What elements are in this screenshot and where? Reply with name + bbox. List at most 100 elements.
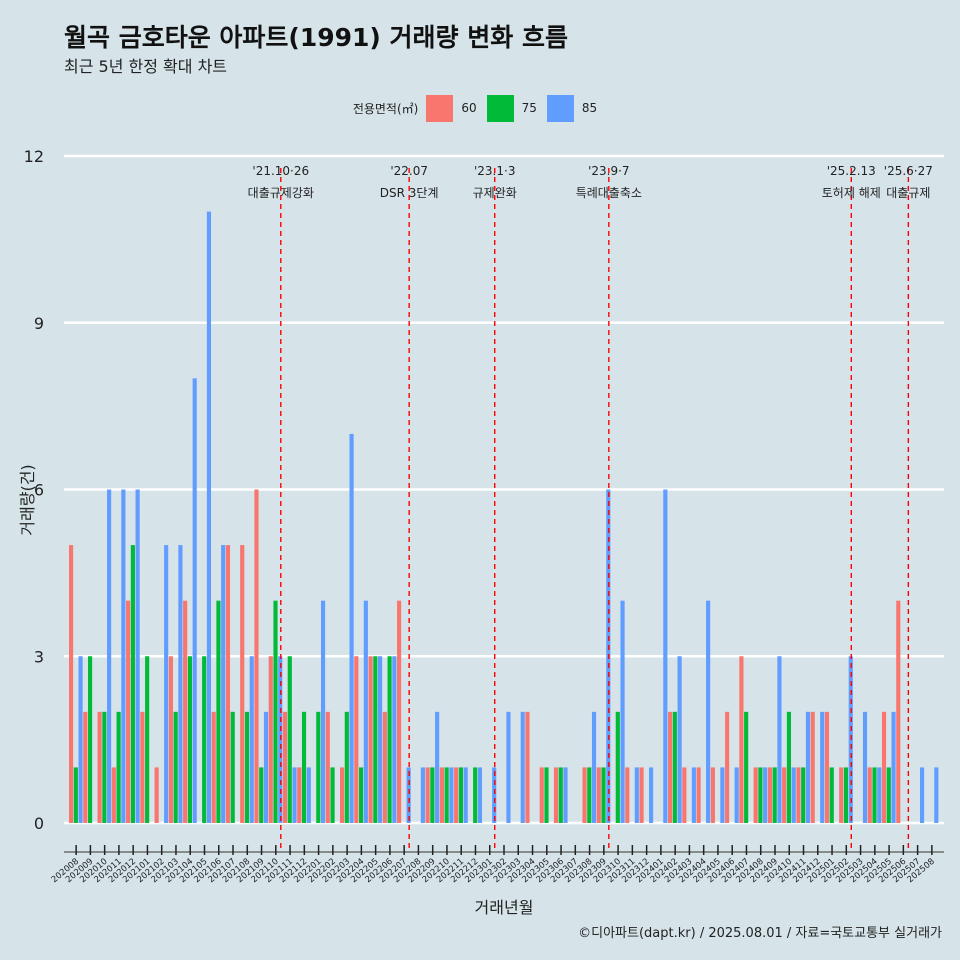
bar-85-202008 [78, 656, 83, 823]
bar-75-202407 [744, 711, 749, 823]
bar-85-202302 [506, 711, 511, 823]
bar-60-202404 [696, 767, 701, 823]
bar-60-202410 [782, 767, 787, 823]
bar-85-202402 [677, 656, 682, 823]
bar-85-202108 [249, 656, 254, 823]
bar-75-202212 [473, 767, 478, 823]
bar-60-202103 [168, 656, 173, 823]
bar-85-202209 [435, 711, 440, 823]
bar-60-202504 [867, 767, 872, 823]
bar-85-202507 [919, 767, 925, 823]
bar-85-202010 [107, 489, 112, 823]
bar-85-202311 [634, 767, 639, 823]
bar-85-202207 [406, 767, 411, 823]
bar-85-202303 [520, 711, 525, 823]
bar-85-202410 [791, 767, 796, 823]
bar-75-202210 [444, 767, 449, 823]
bar-60-202205 [368, 656, 373, 823]
bar-85-202011 [121, 489, 126, 823]
bar-60-202206 [382, 711, 387, 823]
bar-60-202406 [725, 711, 730, 823]
bar-85-202212 [477, 767, 483, 823]
bar-75-202011 [116, 711, 121, 823]
bar-60-202407 [739, 656, 744, 823]
bar-75-202106 [216, 600, 221, 823]
bar-75-202109 [259, 767, 264, 823]
x-axis-title: 거래년월 [475, 898, 534, 917]
bar-85-202301 [492, 767, 497, 823]
y-tick-label-12: 12 [24, 147, 44, 166]
bar-75-202209 [430, 767, 435, 823]
source-caption: ©디아파트(dapt.kr) / 2025.08.01 / 자료=국토교통부 실… [578, 926, 942, 941]
bar-60-202309 [596, 767, 601, 823]
bar-60-202110 [268, 656, 273, 823]
bar-60-202109 [254, 489, 259, 823]
event-date-1: '22.07 [390, 164, 428, 178]
bar-60-202412 [810, 711, 815, 823]
bar-85-202505 [891, 711, 896, 823]
y-tick-label-9: 9 [34, 314, 44, 333]
bar-75-202110 [273, 600, 278, 823]
bar-75-202501 [829, 767, 834, 823]
event-label-3: 특례대출축소 [576, 186, 642, 200]
legend-item-75: 75 [486, 94, 537, 122]
bar-75-202012 [130, 545, 135, 823]
bar-60-202405 [710, 767, 715, 823]
bar-85-202106 [221, 545, 226, 823]
bar-60-202409 [767, 767, 773, 823]
legend-item-85: 85 [546, 94, 597, 122]
bar-75-202309 [601, 767, 606, 823]
bar-60-202211 [454, 767, 459, 823]
bar-75-202105 [202, 656, 207, 823]
bar-75-202008 [73, 767, 78, 823]
bar-85-202203 [349, 433, 354, 823]
bar-85-202508 [934, 767, 939, 823]
legend-swatch-85 [546, 94, 574, 122]
bar-75-202107 [230, 711, 235, 823]
bar-60-202107 [225, 545, 231, 823]
bar-75-202308 [587, 767, 592, 823]
event-label-0: 대출규제강화 [248, 186, 314, 200]
bar-75-202108 [244, 711, 250, 823]
event-date-5: '25.6·27 [884, 164, 933, 178]
bar-85-202103 [178, 545, 183, 823]
event-date-3: '23.9·7 [588, 164, 629, 178]
bar-85-202406 [734, 767, 739, 823]
bar-60-202210 [439, 767, 444, 823]
bar-85-202401 [663, 489, 668, 823]
bar-85-202111 [292, 767, 297, 823]
bar-85-202206 [392, 656, 397, 823]
bar-85-202210 [449, 767, 454, 823]
chart-subtitle: 최근 5년 한정 확대 차트 [64, 57, 228, 76]
bar-60-202204 [354, 656, 359, 823]
bar-60-202112 [297, 767, 302, 823]
legend-title: 전용면적(㎡) [352, 101, 419, 116]
bar-85-202408 [763, 767, 768, 823]
bar-75-202201 [316, 711, 321, 823]
bar-75-202203 [344, 711, 349, 823]
bar-75-202112 [301, 711, 307, 823]
bar-85-202405 [720, 767, 725, 823]
legend-item-60: 60 [426, 94, 477, 122]
bar-75-202202 [330, 767, 335, 823]
legend: 전용면적(㎡) 60 75 85 [0, 92, 960, 124]
bar-60-202009 [83, 711, 88, 823]
y-tick-label-0: 0 [34, 814, 44, 833]
bar-60-202011 [111, 767, 116, 823]
bar-85-202112 [306, 767, 311, 823]
bar-85-202201 [320, 600, 326, 823]
y-axis-title: 거래량(건) [18, 464, 37, 535]
bar-60-202203 [339, 767, 345, 823]
bar-75-202101 [145, 656, 150, 823]
bar-60-202207 [397, 600, 402, 823]
bar-60-202506 [896, 600, 901, 823]
event-label-1: DSR 3단계 [380, 186, 439, 200]
bar-75-202009 [88, 656, 93, 823]
legend-label-75: 75 [521, 101, 537, 115]
bar-85-202404 [706, 600, 711, 823]
bar-60-202108 [240, 545, 245, 823]
bar-60-202501 [824, 711, 830, 823]
bar-60-202403 [682, 767, 687, 823]
bar-60-202505 [881, 711, 887, 823]
